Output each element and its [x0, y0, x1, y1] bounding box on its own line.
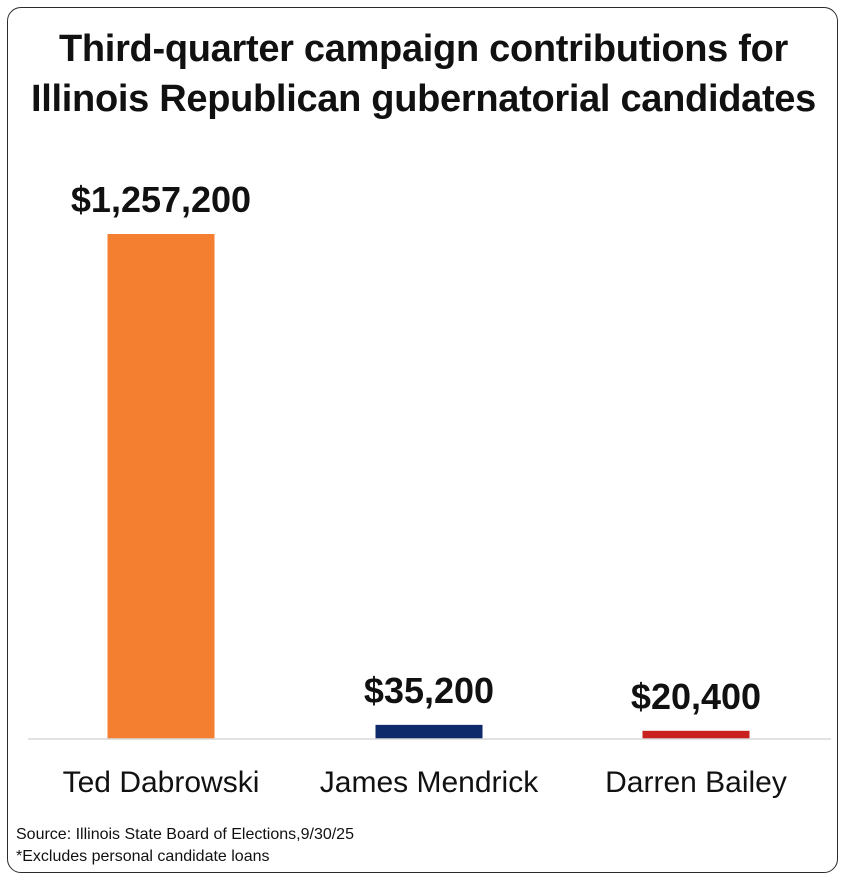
category-label-james-mendrick: James Mendrick: [320, 766, 539, 799]
data-label-james-mendrick: $35,200: [364, 670, 494, 711]
source-note: Source: Illinois State Board of Election…: [16, 826, 354, 843]
bar-darren-bailey: [642, 730, 750, 739]
chart-title-line-1: Third-quarter campaign contributions for: [58, 28, 789, 70]
category-label-ted-dabrowski: Ted Dabrowski: [63, 766, 260, 799]
category-label-darren-bailey: Darren Bailey: [605, 766, 787, 799]
data-label-ted-dabrowski: $1,257,200: [71, 179, 251, 220]
bar-james-mendrick: [375, 724, 483, 739]
data-label-darren-bailey: $20,400: [631, 676, 761, 717]
chart-title: Third-quarter campaign contributions for…: [0, 24, 847, 124]
footnote: *Excludes personal candidate loans: [16, 848, 270, 865]
bar-ted-dabrowski: [107, 234, 215, 739]
chart-footer: Source: Illinois State Board of Election…: [16, 824, 354, 868]
chart-title-line-2: Illinois Republican gubernatorial candid…: [31, 78, 816, 120]
